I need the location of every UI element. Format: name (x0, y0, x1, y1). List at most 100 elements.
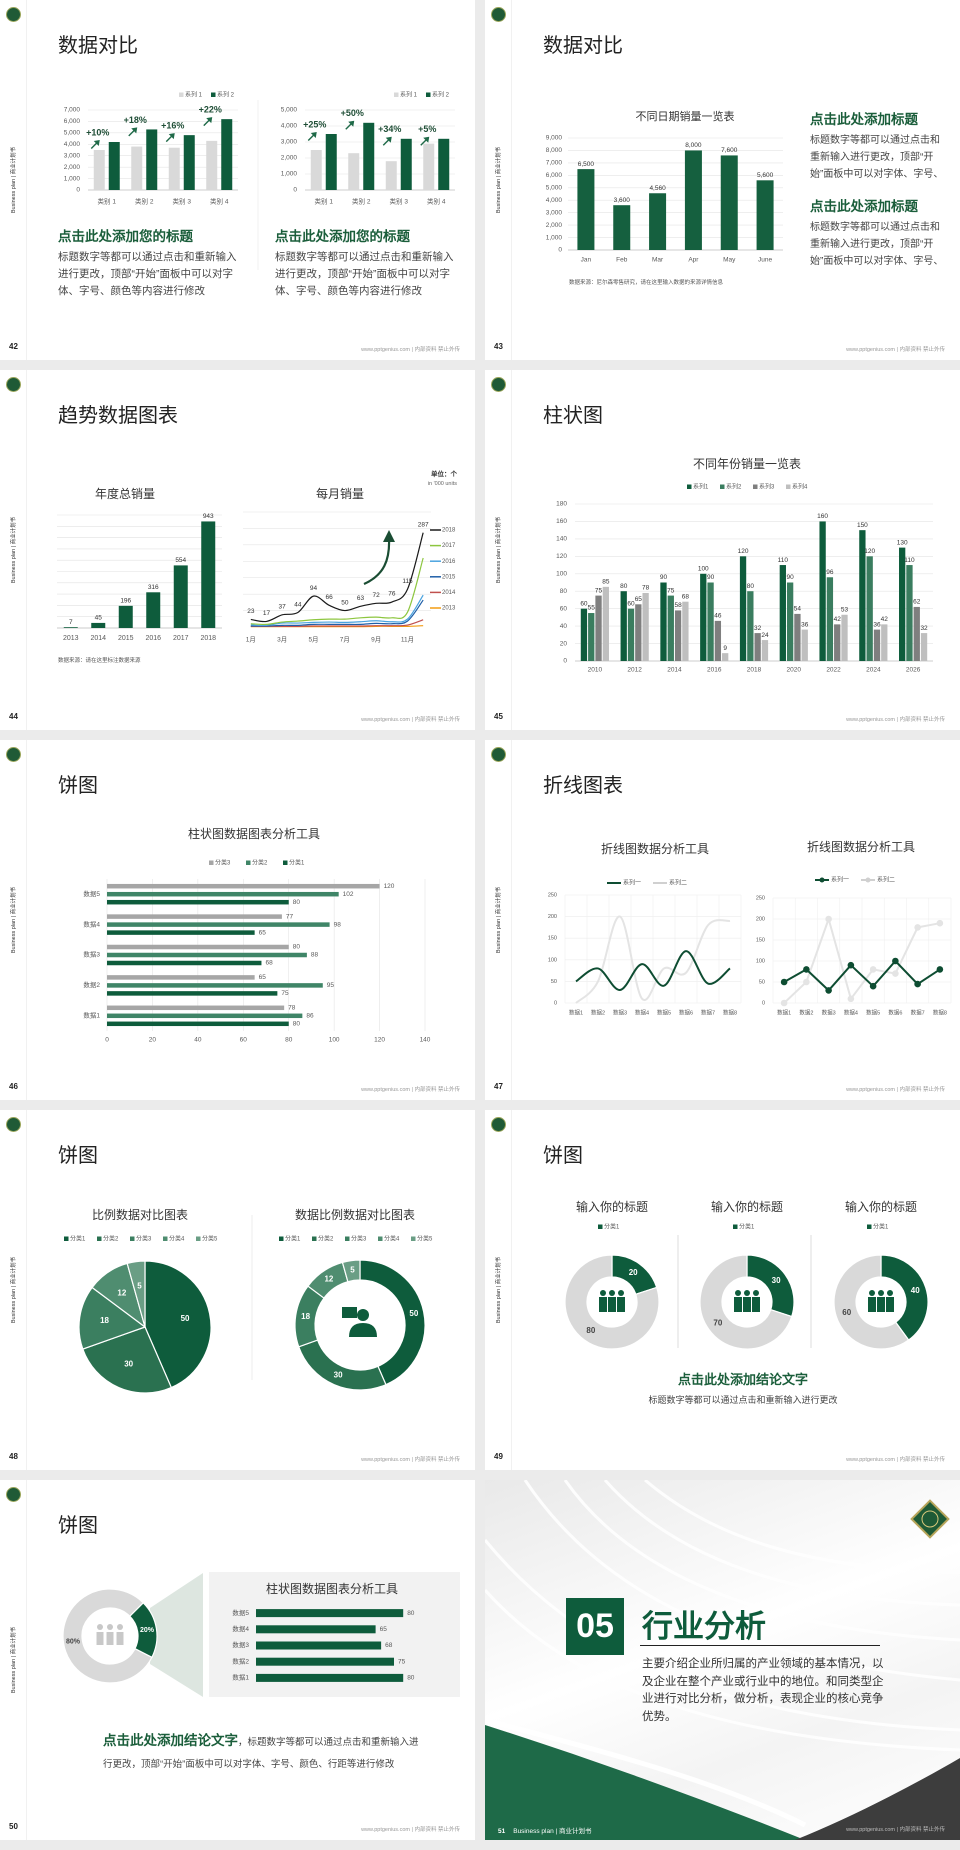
chart-canvas: 不同日期销量一览表 0 1,000 2,000 3,000 4,000 5,000 6,000… (546, 109, 783, 264)
side-label: Business plan | 商业计划书 (11, 886, 17, 954)
block-heading[interactable]: 点击此处添加您的标题 (58, 229, 193, 244)
slide-title[interactable]: 数据对比 (543, 35, 623, 57)
bar (881, 624, 888, 661)
slide-title[interactable]: 饼图 (543, 1145, 583, 1167)
text-block-1[interactable]: 点击此处添加标题 标题数字等都可以通过点击和重新输入进行更改，顶部“开始”面板中… (810, 111, 947, 183)
data-label: 4,560 (649, 185, 666, 192)
block-heading[interactable]: 点击此处添加标题 (810, 112, 918, 127)
slide-title[interactable]: 饼图 (58, 775, 98, 797)
text-block-right[interactable]: 点击此处添加您的标题 标题数字等都可以通过点击和重新输入进行更改，顶部“开始”面… (275, 228, 457, 300)
slide-title[interactable]: 数据对比 (58, 35, 138, 57)
data-label: 554 (175, 557, 186, 564)
legend-swatch (209, 860, 214, 865)
bar (794, 613, 801, 661)
conclusion-heading[interactable]: 点击此处添加结论文字 (103, 1733, 238, 1748)
section-footer: 51 Business plan | 商业计划书 (498, 1825, 592, 1835)
data-label: 54 (794, 606, 802, 613)
bar (256, 1609, 404, 1618)
legend-swatch (211, 92, 216, 97)
data-label: 7 (69, 619, 73, 626)
bar (146, 129, 158, 190)
y-tick-label: 0 (558, 247, 562, 254)
legend-label: 分类3 (351, 1235, 367, 1243)
slide-title[interactable]: 柱状图 (543, 405, 603, 427)
block-body[interactable]: 标题数字等都可以通过点击和重新输入进行更改，顶部“开始”面板中可以对字体、字号、… (810, 222, 944, 267)
data-label: 80 (293, 944, 301, 951)
y-tick-label: 1,000 (64, 175, 81, 182)
bar (325, 134, 337, 190)
bar (131, 146, 143, 190)
data-label: 78 (642, 585, 650, 592)
x-tick-label: 数据1 (777, 1008, 791, 1016)
x-tick-label: 2022 (826, 667, 841, 674)
y-tick-label: 100 (756, 958, 765, 964)
bar (899, 547, 906, 661)
y-tick-label: 0 (554, 1000, 557, 1006)
data-label: 85 (602, 579, 610, 586)
bar (756, 180, 774, 250)
bar (107, 952, 307, 958)
legend-label: 分类2 (103, 1235, 119, 1243)
chart-title: 折线图数据分析工具 (601, 841, 709, 856)
legend-swatch (64, 1236, 69, 1241)
people-group-icon (599, 1290, 625, 1312)
person-head-icon (744, 1290, 750, 1296)
data-label: 110 (778, 557, 789, 564)
block-heading[interactable]: 点击此处添加您的标题 (275, 229, 410, 244)
growth-annotation: +5% (418, 124, 436, 134)
footer-text: www.pptgenius.com | 内部资料 禁止外传 (846, 1087, 945, 1093)
page-number: 49 (494, 1452, 503, 1461)
slide-title[interactable]: 饼图 (58, 1145, 98, 1167)
y-tick-label: 数据1 (83, 1011, 100, 1020)
data-label: 5,600 (757, 172, 774, 179)
legend-label: 系列3 (759, 483, 775, 491)
y-tick-label: 200 (548, 914, 557, 920)
y-tick-label: 250 (756, 895, 765, 901)
arrow-up-icon (420, 136, 430, 146)
y-tick-label: 150 (756, 937, 765, 943)
bar (107, 914, 282, 919)
bar (107, 922, 330, 927)
block-body[interactable]: 标题数字等都可以通过点击和重新输入进行更改，顶部“开始”面板中可以对字体、字号、… (810, 135, 944, 180)
conclusion-body[interactable]: ，标题数字等都可以通过点击和重新输入进行更改，顶部“开始”面板中可以对字体、字号… (103, 1737, 419, 1770)
section-title[interactable]: 行业分析 (642, 1609, 766, 1644)
bar (761, 640, 769, 661)
block-body[interactable]: 标题数字等都可以通过点击和重新输入进行更改，顶部“开始”面板中可以对字体、字号、… (275, 251, 454, 297)
data-point-marker (892, 957, 899, 965)
bar (363, 122, 375, 190)
slide-title[interactable]: 趋势数据图表 (58, 405, 178, 427)
y-tick-label: 数据1 (232, 1673, 249, 1682)
slide-title[interactable]: 折线图表 (543, 775, 623, 797)
person-body-icon (106, 1632, 114, 1645)
slide-49: 输入你的标题 20 80 分类1 输入你的标题 30 70 分类1 输入你的标题 40 60 分类1 … (485, 1110, 960, 1470)
footer-text: www.pptgenius.com | 内部资料 禁止外传 (846, 1827, 945, 1833)
legend-label: 分类3 (136, 1235, 152, 1243)
block-body[interactable]: 标题数字等都可以通过点击和重新输入进行更改，顶部“开始”面板中可以对字体、字号、… (58, 251, 237, 297)
slice-label: 70 (713, 1318, 722, 1327)
slice-label: 5 (350, 1266, 355, 1275)
arrow-head-icon (383, 530, 395, 542)
bar (107, 1005, 285, 1011)
section-body[interactable]: 主要介绍企业所归属的产业领域的基本情况，以及企业在整个产业或行业中的地位。和同类… (642, 1658, 884, 1723)
sidebar-divider (511, 0, 512, 360)
slide-title[interactable]: 饼图 (58, 1515, 98, 1537)
slice-label: 30 (334, 1371, 343, 1380)
text-block-2[interactable]: 点击此处添加标题 标题数字等都可以通过点击和重新输入进行更改，顶部“开始”面板中… (810, 198, 947, 270)
text-block-left[interactable]: 点击此处添加您的标题 标题数字等都可以通过点击和重新输入进行更改，顶部“开始”面… (58, 228, 240, 300)
block-heading[interactable]: 点击此处添加标题 (810, 199, 918, 214)
conclusion[interactable]: 点击此处添加结论文字 标题数字等都可以通过点击和重新输入进行更改 (593, 1369, 893, 1406)
bar (256, 1641, 382, 1650)
data-label: 76 (388, 591, 396, 598)
conclusion-body[interactable]: 标题数字等都可以通过点击和重新输入进行更改 (648, 1395, 838, 1405)
page-number: 51 (498, 1828, 506, 1835)
pie-slice (78, 1286, 147, 1350)
pie-slice (564, 1254, 660, 1350)
conclusion[interactable]: 点击此处添加结论文字，标题数字等都可以通过点击和重新输入进行更改，顶部“开始”面… (103, 1731, 421, 1775)
data-label: 9 (723, 645, 727, 652)
data-label: 86 (306, 1013, 314, 1020)
footer-text: www.pptgenius.com | 内部资料 禁止外传 (846, 717, 945, 723)
person-body-icon (116, 1632, 124, 1645)
data-label: 46 (714, 613, 722, 620)
x-tick-label: May (723, 257, 736, 264)
conclusion-heading[interactable]: 点击此处添加结论文字 (677, 1372, 808, 1387)
